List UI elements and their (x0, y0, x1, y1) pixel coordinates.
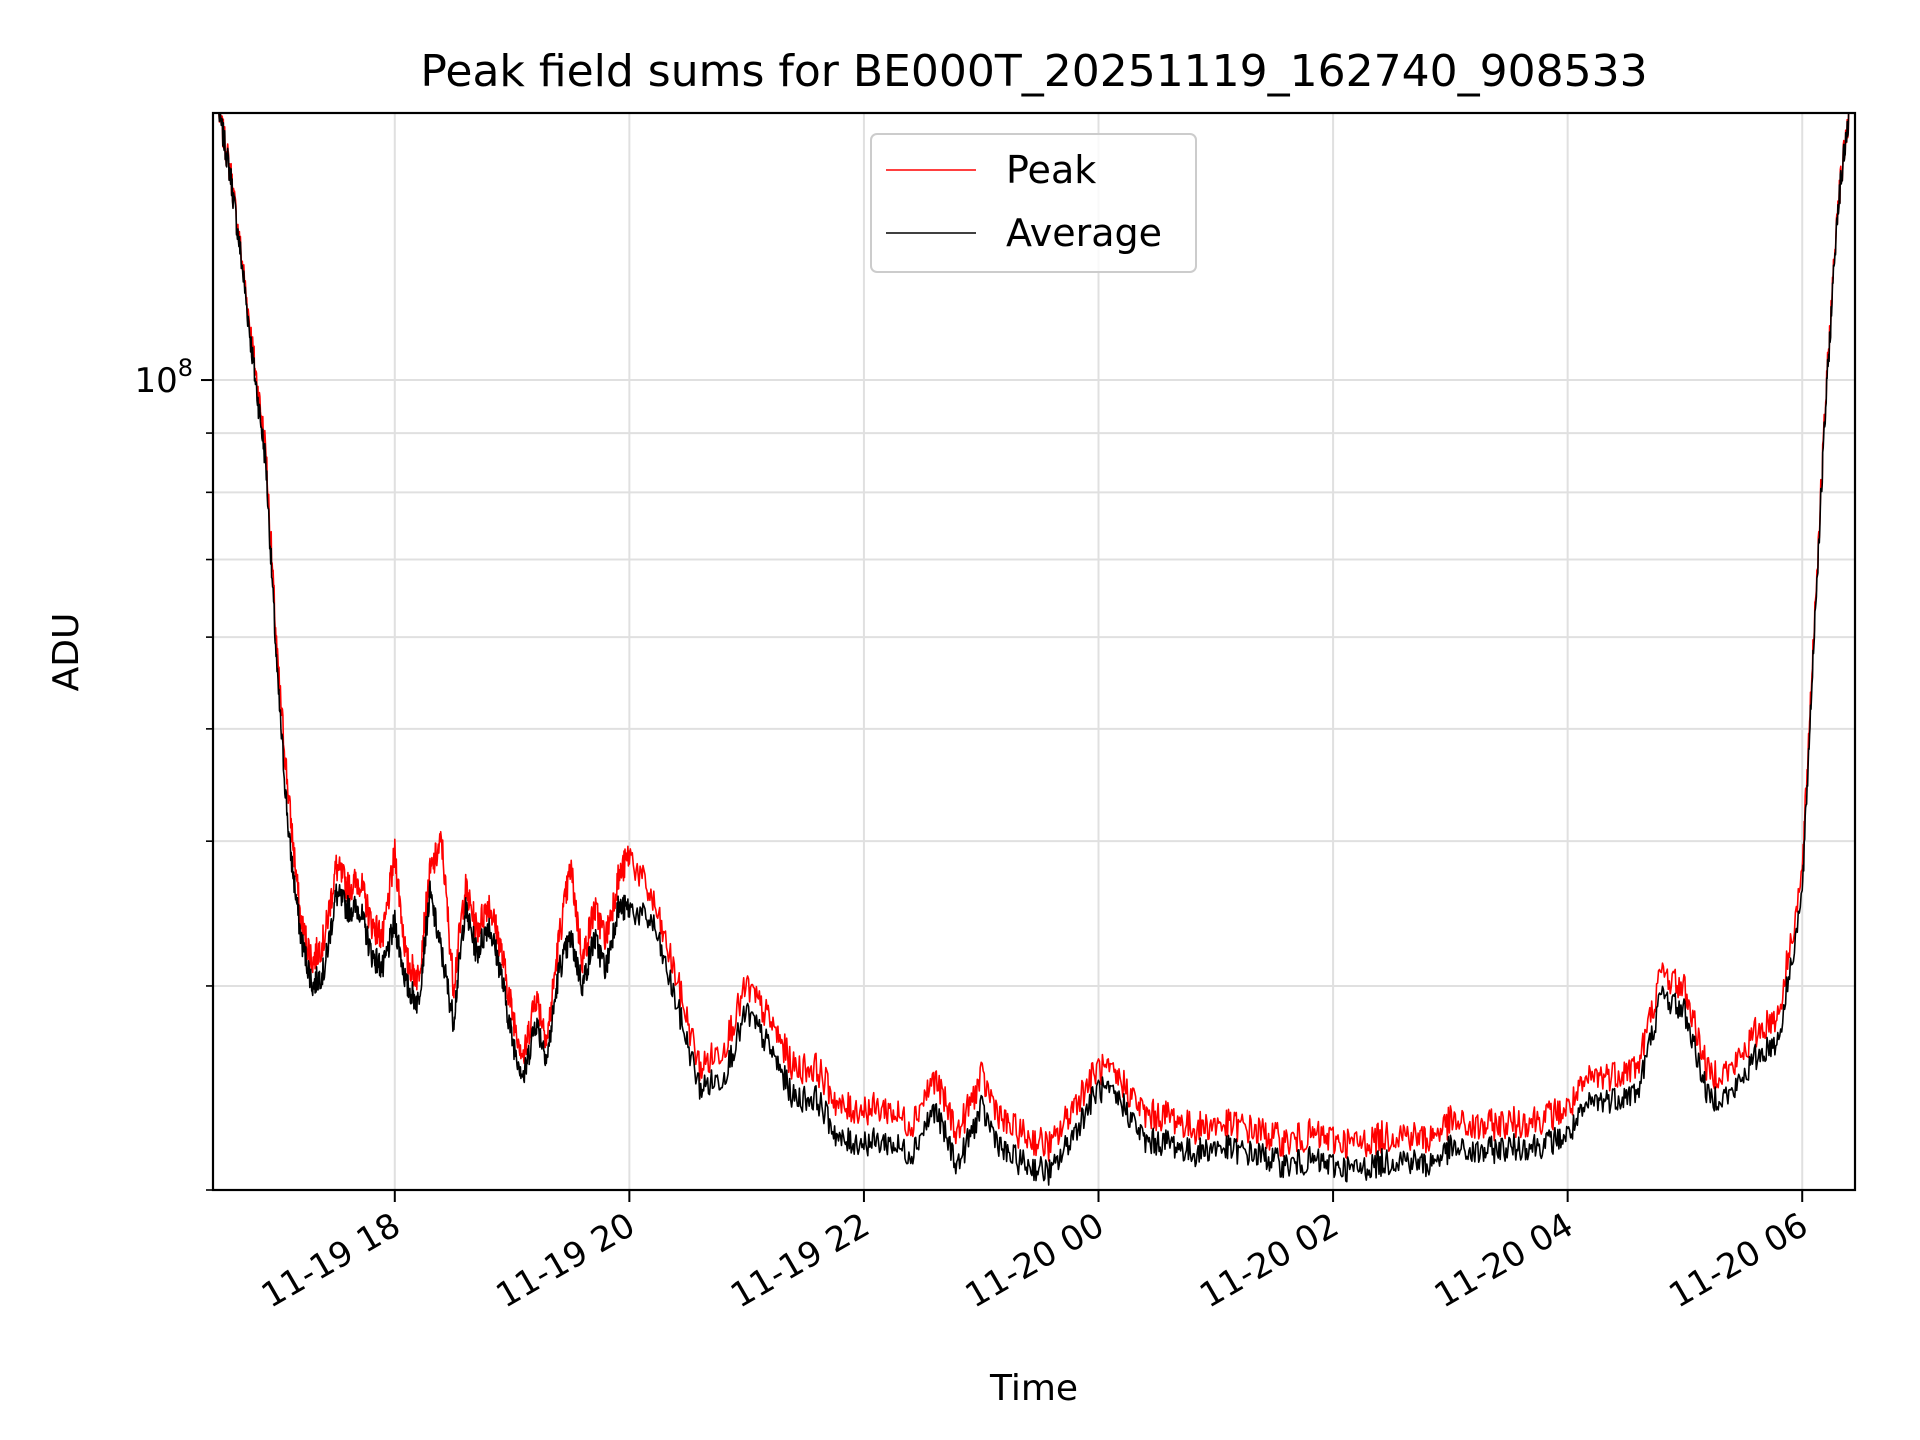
y-axis-label: ADU (46, 613, 87, 692)
plot-frame (211, 111, 1857, 1192)
legend-peak-label: Peak (1006, 148, 1096, 192)
legend-average-label: Average (1006, 211, 1162, 255)
legend: Peak Average (870, 133, 1197, 273)
y-tick-label: 108 (134, 354, 193, 401)
series-line-average (218, 112, 1850, 1186)
series-line-peak (218, 112, 1850, 1162)
chart-title: Peak field sums for BE000T_20251119_1627… (420, 46, 1647, 97)
x-axis-label: Time (989, 1368, 1078, 1409)
series-layer (218, 112, 1850, 1186)
legend-box (870, 133, 1197, 273)
